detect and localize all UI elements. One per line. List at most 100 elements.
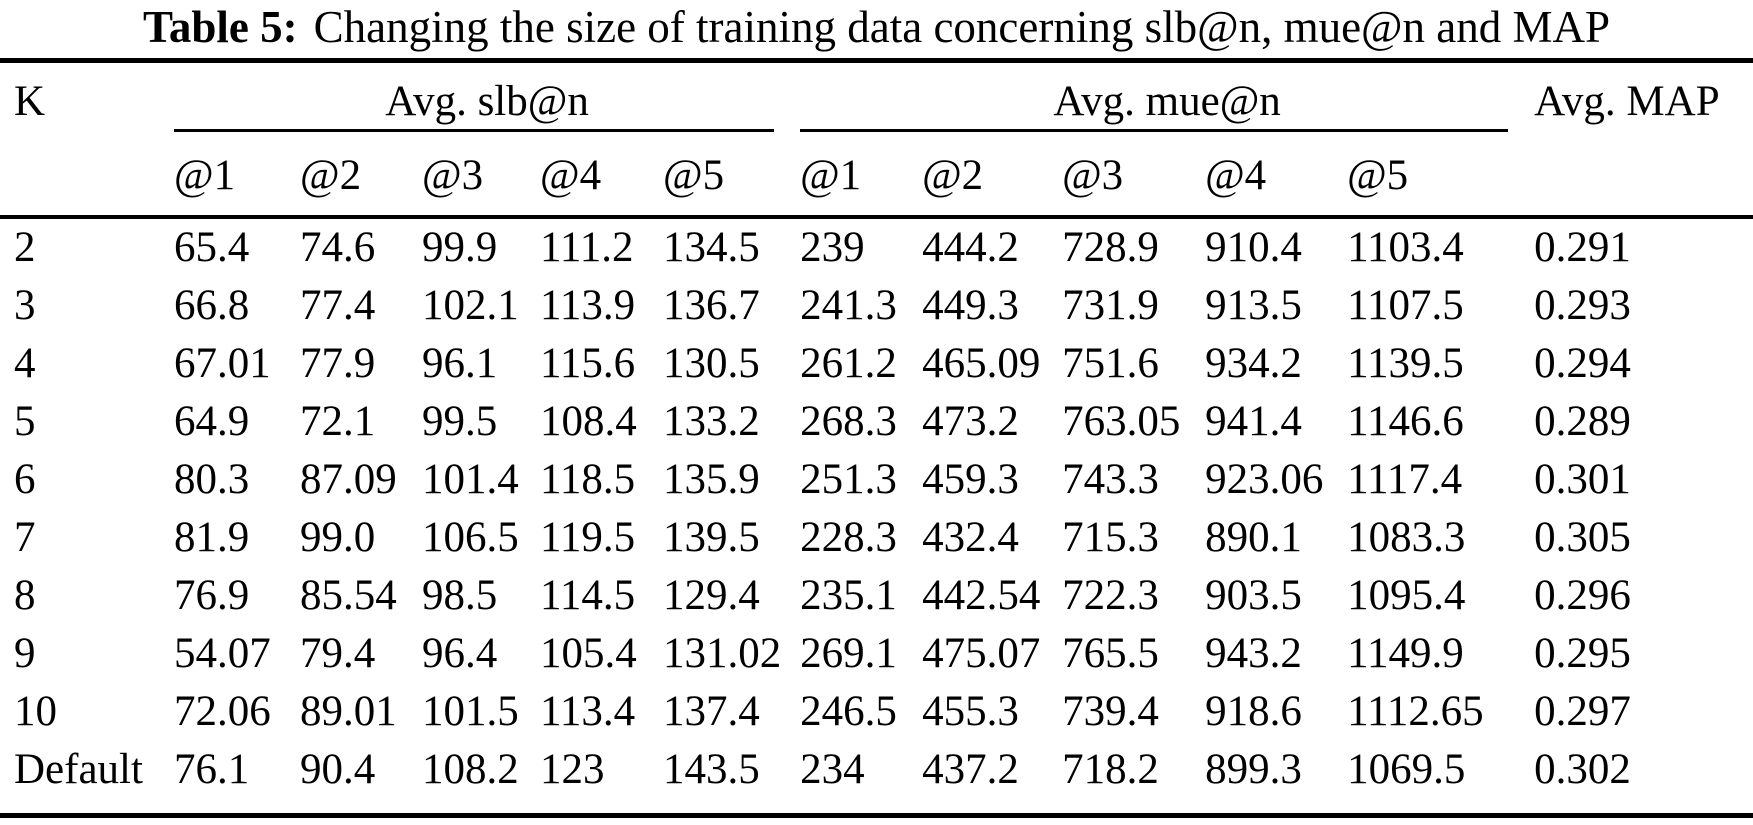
cell-mue-at4: 934.2 xyxy=(1205,340,1302,387)
cell-avg-map: 0.301 xyxy=(1534,456,1631,503)
subheader-mue-at5: @5 xyxy=(1347,132,1535,219)
cell-slb-at1: 72.06 xyxy=(174,688,271,735)
cell-slb-at3: 106.5 xyxy=(422,514,519,561)
subheader-slb-at5: @5 xyxy=(663,132,801,219)
row-label-k: 3 xyxy=(14,282,36,329)
cell-mue-at1: 269.1 xyxy=(800,630,897,677)
cell-mue-at4: 918.6 xyxy=(1205,688,1302,735)
cell-mue-at4: 943.2 xyxy=(1205,630,1302,677)
cell-slb-at2: 90.4 xyxy=(300,746,376,793)
header-row-subcolumns: @1 @2 @3 @4 @5 @1 @2 @3 @4 @5 xyxy=(0,132,1753,219)
cell-mue-at2: 459.3 xyxy=(922,456,1019,503)
cell-avg-map: 0.295 xyxy=(1534,630,1631,677)
cell-mue-at2: 465.09 xyxy=(922,340,1041,387)
column-header-map: Avg. MAP xyxy=(1534,60,1753,219)
cell-slb-at2: 79.4 xyxy=(300,630,376,677)
table-header: K Avg. slb@n Avg. mue@n Avg. MAP @1 @2 @… xyxy=(0,60,1753,219)
table-row: 6 80.3 87.09 101.4 118.5 135.9 251.3 459.3 743.3… xyxy=(0,451,1753,509)
cell-slb-at4: 105.4 xyxy=(540,630,637,677)
cell-mue-at5: 1139.5 xyxy=(1347,340,1464,387)
row-label-k: 2 xyxy=(14,224,36,271)
cell-mue-at3: 739.4 xyxy=(1062,688,1159,735)
subheader-slb-at4: @4 xyxy=(540,132,663,219)
cell-slb-at3: 101.5 xyxy=(422,688,519,735)
cell-mue-at5: 1095.4 xyxy=(1347,572,1466,619)
cell-slb-at4: 123 xyxy=(540,746,605,793)
cell-slb-at3: 108.2 xyxy=(422,746,519,793)
cell-slb-at2: 74.6 xyxy=(300,224,376,271)
cell-slb-at1: 54.07 xyxy=(174,630,271,677)
cell-slb-at1: 64.9 xyxy=(174,398,250,445)
cell-slb-at2: 87.09 xyxy=(300,456,397,503)
cell-mue-at2: 444.2 xyxy=(922,224,1019,271)
table-row: 7 81.9 99.0 106.5 119.5 139.5 228.3 432.4 715.3 8… xyxy=(0,509,1753,567)
slb-rule-cell xyxy=(174,129,800,132)
subheader-slb-at2: @2 xyxy=(300,132,422,219)
subheader-slb-at3: @3 xyxy=(422,132,540,219)
cell-mue-at4: 941.4 xyxy=(1205,398,1302,445)
cell-mue-at5: 1149.9 xyxy=(1347,630,1464,677)
row-label-k: 6 xyxy=(14,456,36,503)
cell-slb-at4: 115.6 xyxy=(540,340,636,387)
cell-mue-at4: 903.5 xyxy=(1205,572,1302,619)
cell-slb-at1: 76.1 xyxy=(174,746,250,793)
cell-slb-at2: 72.1 xyxy=(300,398,376,445)
cell-slb-at3: 96.4 xyxy=(422,630,498,677)
cell-mue-at1: 251.3 xyxy=(800,456,897,503)
cell-mue-at2: 437.2 xyxy=(922,746,1019,793)
row-label-k: 7 xyxy=(14,514,36,561)
cell-mue-at4: 923.06 xyxy=(1205,456,1324,503)
row-label-k: Default xyxy=(14,746,143,793)
subheader-mue-at3: @3 xyxy=(1062,132,1206,219)
cell-slb-at5: 134.5 xyxy=(663,224,760,271)
table-row: Default 76.1 90.4 108.2 123 143.5 234 437.2 718.… xyxy=(0,741,1753,816)
subheader-slb-at1: @1 xyxy=(174,132,300,219)
cell-mue-at3: 722.3 xyxy=(1062,572,1159,619)
cell-mue-at4: 899.3 xyxy=(1205,746,1302,793)
table-row: 10 72.06 89.01 101.5 113.4 137.4 246.5 455.3 739… xyxy=(0,683,1753,741)
cell-slb-at2: 89.01 xyxy=(300,688,397,735)
cell-mue-at1: 239 xyxy=(800,224,865,271)
cell-mue-at4: 910.4 xyxy=(1205,224,1302,271)
cell-slb-at4: 114.5 xyxy=(540,572,636,619)
row-label-k: 4 xyxy=(14,340,36,387)
cell-slb-at2: 77.4 xyxy=(300,282,376,329)
results-table: K Avg. slb@n Avg. mue@n Avg. MAP @1 @2 @… xyxy=(0,58,1753,818)
cell-slb-at3: 101.4 xyxy=(422,456,519,503)
cell-slb-at1: 76.9 xyxy=(174,572,250,619)
row-label-k: 8 xyxy=(14,572,36,619)
cell-mue-at3: 751.6 xyxy=(1062,340,1159,387)
cell-slb-at5: 139.5 xyxy=(663,514,760,561)
cell-slb-at5: 133.2 xyxy=(663,398,760,445)
table-caption-text: Changing the size of training data conce… xyxy=(313,2,1610,52)
cell-mue-at4: 890.1 xyxy=(1205,514,1302,561)
row-label-k: 5 xyxy=(14,398,36,445)
table-caption-label: Table 5: xyxy=(143,2,298,52)
cell-mue-at4: 913.5 xyxy=(1205,282,1302,329)
cell-avg-map: 0.294 xyxy=(1534,340,1631,387)
cell-slb-at1: 81.9 xyxy=(174,514,250,561)
cell-mue-at3: 718.2 xyxy=(1062,746,1159,793)
cell-mue-at5: 1146.6 xyxy=(1347,398,1464,445)
cell-slb-at2: 99.0 xyxy=(300,514,376,561)
table-row: 8 76.9 85.54 98.5 114.5 129.4 235.1 442.54 722.3… xyxy=(0,567,1753,625)
cell-mue-at3: 743.3 xyxy=(1062,456,1159,503)
cell-slb-at4: 113.9 xyxy=(540,282,636,329)
cell-slb-at5: 130.5 xyxy=(663,340,760,387)
cell-mue-at2: 432.4 xyxy=(922,514,1019,561)
cell-slb-at4: 119.5 xyxy=(540,514,636,561)
cell-slb-at3: 98.5 xyxy=(422,572,498,619)
cell-mue-at5: 1083.3 xyxy=(1347,514,1466,561)
cell-slb-at1: 65.4 xyxy=(174,224,250,271)
table-row: 4 67.01 77.9 96.1 115.6 130.5 261.2 465.09 751.6… xyxy=(0,335,1753,393)
column-header-k: K xyxy=(0,60,174,219)
cell-mue-at3: 715.3 xyxy=(1062,514,1159,561)
cell-mue-at1: 228.3 xyxy=(800,514,897,561)
row-label-k: 9 xyxy=(14,630,36,677)
cell-mue-at2: 473.2 xyxy=(922,398,1019,445)
cell-mue-at3: 728.9 xyxy=(1062,224,1159,271)
cell-mue-at1: 246.5 xyxy=(800,688,897,735)
cell-slb-at3: 99.5 xyxy=(422,398,498,445)
cell-slb-at1: 67.01 xyxy=(174,340,271,387)
